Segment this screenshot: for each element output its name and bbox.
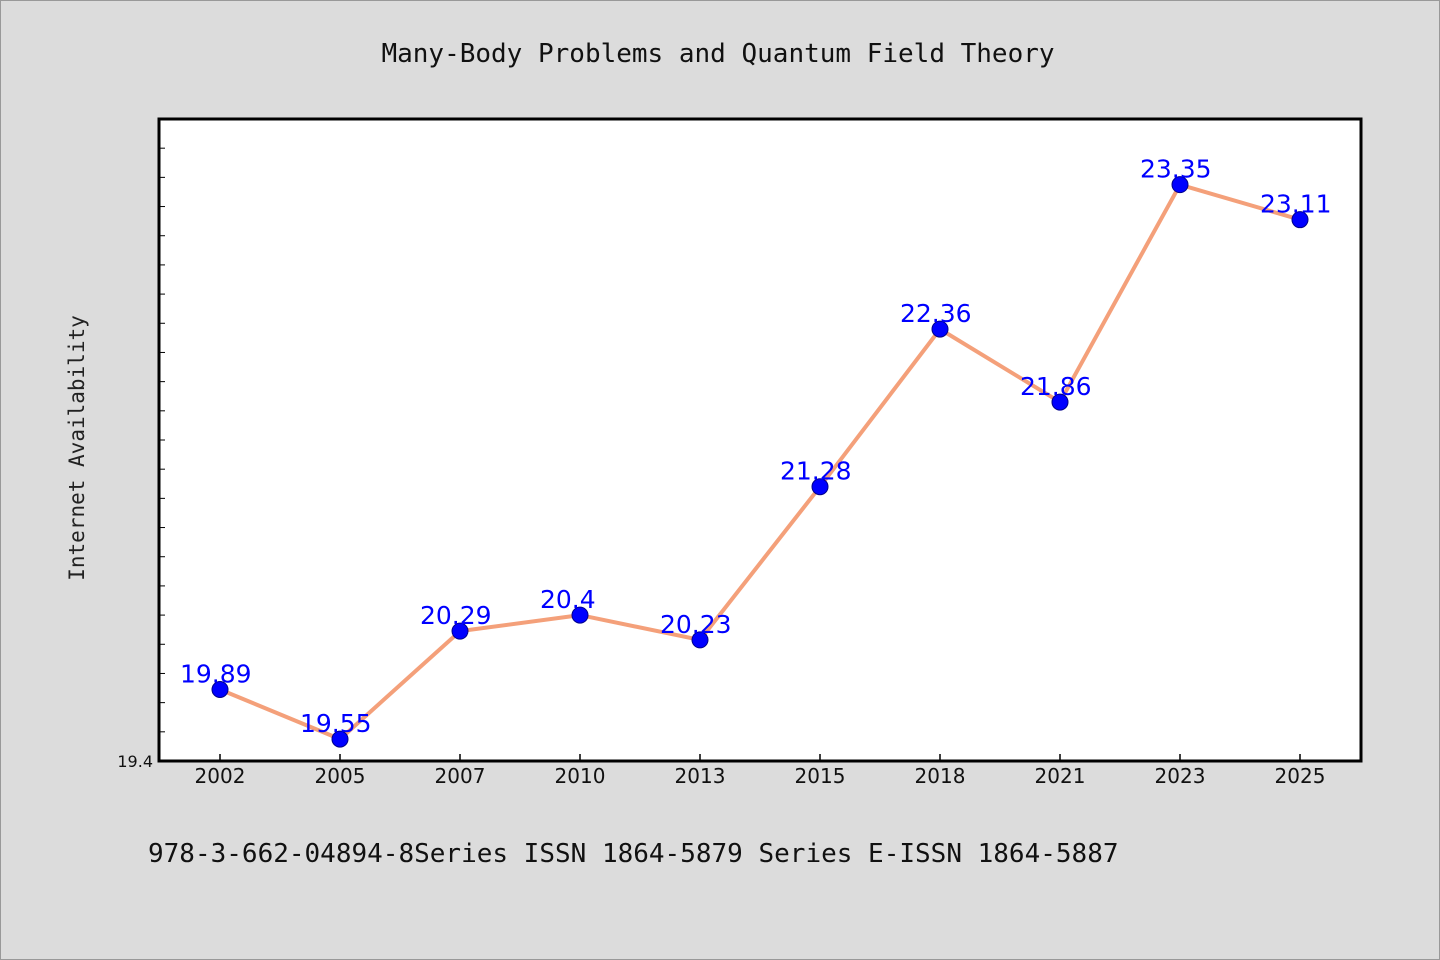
data-label: 19.55 [300, 709, 372, 738]
x-tick-label: 2002 [195, 764, 246, 788]
footer-text: 978-3-662-04894-8Series ISSN 1864-5879 S… [148, 839, 1119, 869]
x-tick-label: 2018 [915, 764, 966, 788]
x-axis-ticks: 2002 2005 2007 2010 2013 2015 2018 2021 2023 2025 [195, 754, 1326, 788]
data-point [691, 631, 709, 649]
x-tick-label: 2023 [1155, 764, 1206, 788]
data-label: 20.4 [540, 585, 596, 614]
data-label: 21.86 [1020, 372, 1092, 401]
y-axis-ticks: 19.4 [117, 147, 165, 771]
data-label: 19.89 [180, 660, 252, 689]
data-label: 23.11 [1260, 190, 1332, 219]
data-point [211, 681, 229, 699]
x-tick-label: 2005 [315, 764, 366, 788]
data-point [1171, 176, 1189, 194]
data-point [811, 478, 829, 496]
data-point [1291, 211, 1309, 229]
x-tick-label: 2021 [1035, 764, 1086, 788]
data-point [451, 622, 469, 640]
data-label: 20.23 [660, 610, 732, 639]
chart-title: Many-Body Problems and Quantum Field The… [381, 39, 1054, 69]
plot-area [157, 117, 1363, 763]
y-tick-label: 19.4 [117, 752, 153, 771]
x-tick-label: 2013 [675, 764, 726, 788]
x-tick-label: 2010 [555, 764, 606, 788]
x-tick-label: 2025 [1275, 764, 1326, 788]
data-point [931, 320, 949, 338]
data-label: 22.36 [900, 299, 972, 328]
data-point [1051, 393, 1069, 411]
data-point [571, 606, 589, 624]
data-point [331, 730, 349, 748]
data-label: 21.28 [780, 457, 852, 486]
data-label: 20.29 [420, 601, 492, 630]
x-tick-label: 2015 [795, 764, 846, 788]
x-tick-label: 2007 [435, 764, 486, 788]
series-line [219, 182, 1301, 742]
y-axis-label: Internet Availability [65, 315, 89, 581]
data-series: 19.89 19.55 20.29 20.4 20.23 21.28 22.36 21.86 2… [180, 155, 1332, 748]
data-label: 23.35 [1140, 155, 1212, 184]
